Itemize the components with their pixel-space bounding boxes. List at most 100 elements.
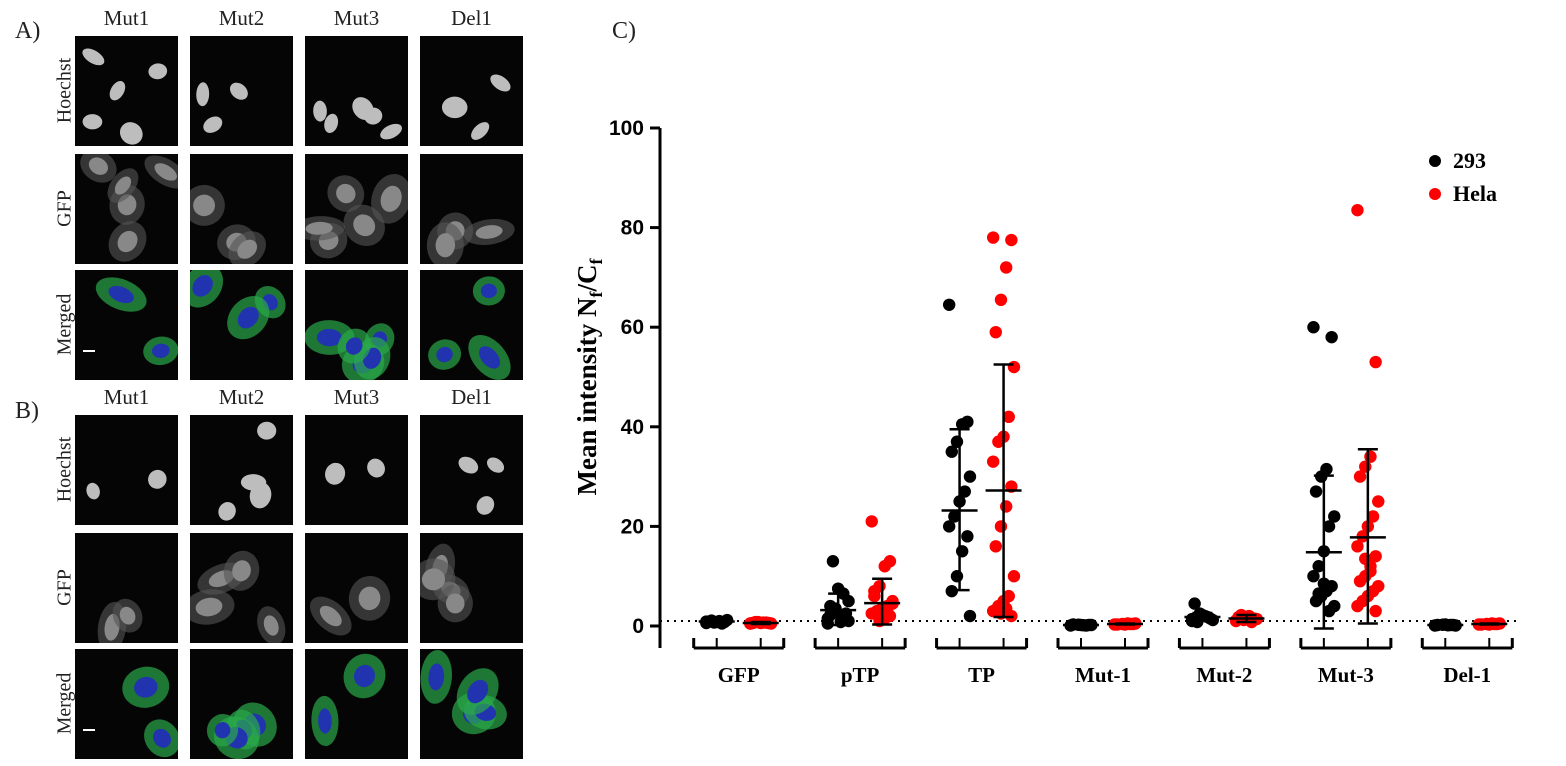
data-point-293 <box>961 530 974 543</box>
data-point-hela <box>1002 410 1015 424</box>
data-point-293 <box>1188 597 1201 610</box>
column-label: Del1 <box>451 6 492 30</box>
legend-label: Hela <box>1453 181 1497 206</box>
data-point-hela <box>1005 233 1018 247</box>
y-tick-label: 80 <box>621 217 644 240</box>
y-tick-label: 100 <box>609 117 644 140</box>
data-point-hela <box>865 607 878 620</box>
data-point-hela <box>1364 565 1377 578</box>
category-label: GFP <box>718 663 760 687</box>
data-point-hela <box>989 540 1002 553</box>
data-point-293 <box>1322 520 1336 533</box>
data-point-293 <box>1312 587 1325 600</box>
data-point-hela <box>992 435 1005 448</box>
data-point-hela <box>1372 495 1385 508</box>
data-point-293 <box>1328 510 1341 523</box>
data-point-hela <box>1369 550 1382 563</box>
category-label: TP <box>968 663 995 687</box>
data-point-hela <box>1353 574 1367 588</box>
category-label: Mut-1 <box>1075 663 1131 687</box>
data-point-hela <box>1359 552 1372 565</box>
y-axis-label-part: Mean intensity N <box>572 297 602 495</box>
micrograph-tile <box>305 649 408 759</box>
data-point-hela <box>1351 540 1364 553</box>
data-point-293 <box>1309 485 1323 498</box>
data-point-293 <box>824 608 837 622</box>
scale-bar <box>83 350 95 352</box>
micrograph-tile <box>420 415 523 525</box>
micrograph-tile <box>190 415 293 525</box>
y-tick-label: 20 <box>621 515 644 538</box>
data-point-293 <box>950 570 964 583</box>
data-point-hela <box>881 605 894 619</box>
micrograph-tile <box>420 533 523 643</box>
panel-c-letter: C) <box>612 18 636 44</box>
data-point-293 <box>1307 321 1320 334</box>
category-label: Mut-2 <box>1196 663 1252 687</box>
category-label: Mut-3 <box>1318 663 1374 687</box>
data-point-293 <box>963 609 977 623</box>
legend-label: 293 <box>1453 148 1486 173</box>
micrograph-tile <box>305 154 408 264</box>
data-point-293 <box>942 298 956 311</box>
data-point-hela <box>1351 599 1364 613</box>
y-tick-label: 40 <box>621 416 644 439</box>
micrograph-tile <box>190 36 293 146</box>
data-point-hela <box>989 325 1002 339</box>
y-axis-label-part: f <box>586 291 606 298</box>
y-tick-label: 60 <box>621 316 644 339</box>
panel-a-letter: A) <box>15 18 41 44</box>
micrograph-tile <box>190 533 293 643</box>
micrograph-tile <box>305 270 408 380</box>
data-point-293 <box>942 520 956 533</box>
data-point-293 <box>948 510 961 523</box>
micrograph-tile <box>305 533 408 643</box>
data-point-hela <box>986 455 1000 468</box>
micrograph-tile <box>420 154 523 264</box>
row-label: GFP <box>53 569 76 606</box>
data-point-293 <box>955 418 969 431</box>
micrograph-tile <box>420 649 523 759</box>
data-point-293 <box>1185 612 1199 626</box>
data-point-293 <box>958 485 971 498</box>
data-point-293 <box>963 470 977 483</box>
data-point-hela <box>994 293 1008 307</box>
category-label: pTP <box>841 663 880 687</box>
micrograph-tile <box>75 533 178 643</box>
data-point-293 <box>955 545 969 558</box>
row-label: Hoechst <box>53 57 76 124</box>
data-point-hela <box>1369 355 1382 369</box>
category-label: Del-1 <box>1443 663 1491 687</box>
data-point-hela <box>1351 203 1364 217</box>
data-point-293 <box>945 445 958 458</box>
data-point-hela <box>1007 570 1021 583</box>
y-axis-label: Mean intensity Nf/Cf <box>572 258 606 496</box>
row-label: Merged <box>53 672 76 735</box>
panel-b-letter: B) <box>15 398 39 424</box>
data-point-hela <box>986 231 1000 244</box>
row-label: Merged <box>53 293 76 356</box>
micrograph-tile <box>420 270 523 380</box>
column-label: Mut1 <box>103 6 150 30</box>
data-point-293 <box>826 555 840 568</box>
data-point-hela <box>1366 510 1380 523</box>
data-point-hela <box>865 515 878 528</box>
scale-bar <box>83 729 95 731</box>
row-label: Hoechst <box>53 436 76 503</box>
legend-marker <box>1429 155 1441 167</box>
data-point-293 <box>1312 560 1325 573</box>
micrograph-tile <box>75 649 178 759</box>
micrograph-tile <box>305 36 408 146</box>
column-label: Mut1 <box>103 385 150 409</box>
legend-marker <box>1429 188 1441 200</box>
row-label: GFP <box>53 190 76 227</box>
data-point-hela <box>868 589 881 603</box>
micrograph-tile <box>305 415 408 525</box>
y-axis-label-part: /C <box>572 265 602 293</box>
data-point-293 <box>831 582 845 595</box>
data-point-hela <box>999 500 1013 513</box>
micrograph-tile <box>75 415 178 525</box>
column-label: Del1 <box>451 385 492 409</box>
data-point-hela <box>1353 470 1367 483</box>
